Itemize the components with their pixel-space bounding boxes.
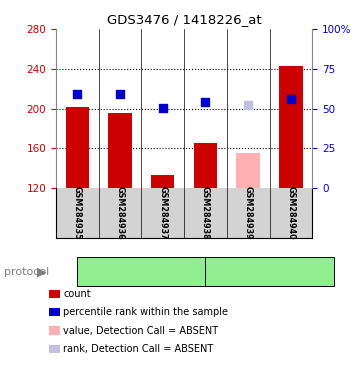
Text: GSM284936: GSM284936 [116,186,125,240]
Text: control: control [251,266,288,277]
Bar [236,153,260,188]
Bar [194,143,217,188]
Text: GSM284939: GSM284939 [244,186,253,240]
Text: rank, Detection Call = ABSENT: rank, Detection Call = ABSENT [63,344,213,354]
Text: GSM284937: GSM284937 [158,186,167,240]
Text: GSM284938: GSM284938 [201,186,210,240]
Bar [151,175,174,188]
Point [245,101,251,108]
Text: GSM284940: GSM284940 [286,186,295,240]
Text: protocol: protocol [4,266,49,277]
Bar [108,113,132,188]
Point [160,104,166,111]
Text: percentile rank within the sample: percentile rank within the sample [63,307,228,317]
Point [117,91,123,97]
Text: value, Detection Call = ABSENT: value, Detection Call = ABSENT [63,326,218,336]
Title: GDS3476 / 1418226_at: GDS3476 / 1418226_at [107,13,261,26]
Text: GSM284935: GSM284935 [73,186,82,240]
Point [74,91,80,97]
Bar [279,66,303,188]
Text: Nrf2 activation: Nrf2 activation [103,266,180,277]
Point [203,98,208,104]
Point [288,96,294,102]
Bar [66,106,89,188]
Text: count: count [63,289,91,299]
Text: ▶: ▶ [37,265,46,278]
